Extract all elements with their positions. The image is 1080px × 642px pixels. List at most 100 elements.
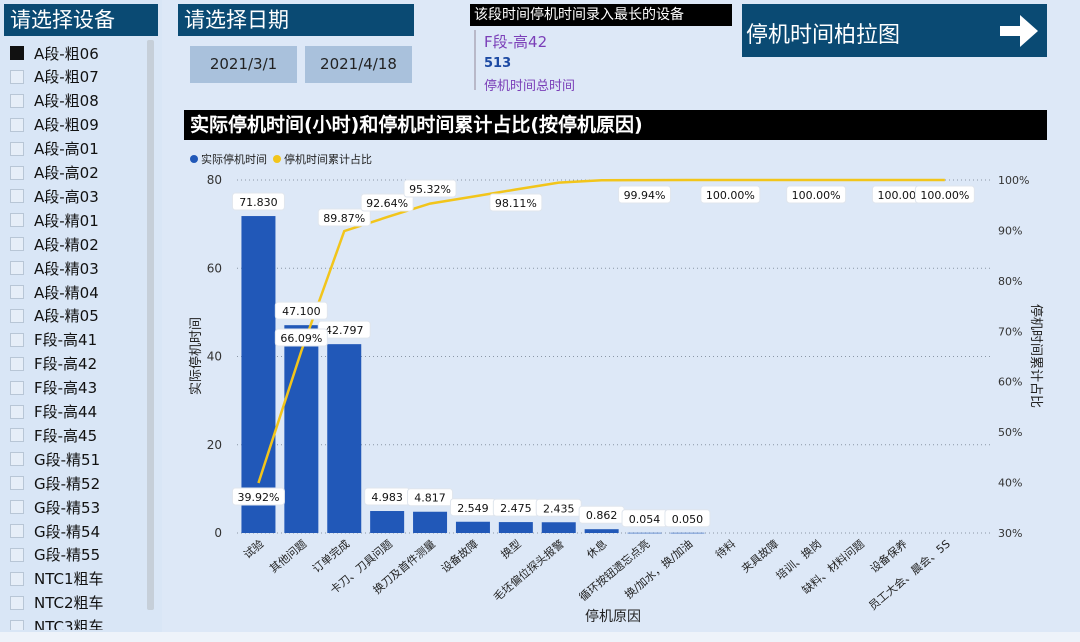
device-item[interactable]: F段-高43: [10, 377, 97, 399]
device-item[interactable]: A段-精01: [10, 209, 99, 231]
y-tick-label: 20: [207, 438, 222, 452]
line-label-box: [489, 193, 543, 212]
device-checkbox[interactable]: [10, 356, 24, 371]
device-item[interactable]: G段-精51: [10, 448, 100, 470]
device-item[interactable]: A段-粗06: [10, 42, 99, 64]
y-tick-label: 60: [207, 261, 222, 275]
device-checkbox[interactable]: [10, 524, 24, 538]
device-item[interactable]: A段-高02: [10, 162, 99, 184]
device-checkbox[interactable]: [10, 571, 24, 586]
device-checkbox[interactable]: [10, 213, 24, 228]
device-checkbox[interactable]: [10, 428, 24, 443]
bar-data-label: 2.475: [500, 502, 532, 515]
device-item-label: NTC3粗车: [34, 618, 104, 630]
legend-bar-swatch: [190, 155, 198, 163]
device-checkbox[interactable]: [10, 261, 24, 276]
y2-tick-label: 100%: [998, 174, 1029, 187]
device-item[interactable]: A段-精05: [10, 305, 99, 327]
line-data-label: 66.09%: [280, 332, 322, 345]
bar: [413, 511, 448, 533]
device-checkbox[interactable]: [10, 332, 24, 347]
device-checkbox[interactable]: [10, 141, 24, 156]
device-item-label: A段-精05: [34, 307, 99, 326]
device-item[interactable]: G段-精53: [10, 496, 100, 518]
bar-data-label: 2.435: [543, 502, 575, 515]
device-checkbox[interactable]: [10, 500, 24, 515]
device-item[interactable]: A段-精04: [10, 281, 99, 303]
x-tick-label: 试验: [241, 537, 267, 562]
device-item[interactable]: A段-精02: [10, 233, 99, 255]
device-slicer-title: 请选择设备: [4, 4, 158, 36]
device-item[interactable]: A段-粗08: [10, 90, 99, 112]
device-checkbox[interactable]: [10, 404, 24, 419]
line-label-box: [914, 185, 975, 204]
device-item[interactable]: F段-高41: [10, 329, 97, 351]
device-checkbox[interactable]: [10, 189, 24, 204]
device-item[interactable]: G段-精52: [10, 472, 100, 494]
device-item[interactable]: NTC1粗车: [10, 568, 104, 590]
device-item-label: NTC2粗车: [34, 594, 104, 613]
line-label-box: [317, 208, 371, 227]
y2-tick-label: 60%: [998, 376, 1022, 389]
date-slicer-title: 请选择日期: [178, 4, 414, 36]
x-tick-label: 设备故障: [438, 537, 481, 576]
line-data-label: 100.00%: [792, 189, 841, 202]
device-checkbox[interactable]: [10, 380, 24, 395]
device-item-label: G段-精51: [34, 450, 101, 469]
legend-bar-label: 实际停机时间: [201, 153, 267, 166]
line-label-box: [274, 328, 328, 347]
y2-axis-label: 停机时间累计占比: [1028, 304, 1044, 408]
pareto-chart-button[interactable]: 停机时间柏拉图: [742, 4, 1047, 57]
bar-data-label: 0.054: [629, 513, 661, 526]
device-item[interactable]: NTC2粗车: [10, 592, 104, 614]
device-list-scrollbar[interactable]: [147, 40, 154, 610]
device-checkbox[interactable]: [10, 547, 24, 562]
line-data-label: 100.00%: [877, 189, 926, 202]
bar: [498, 522, 533, 533]
device-item[interactable]: A段-高03: [10, 185, 99, 207]
device-item[interactable]: F段-高45: [10, 424, 97, 446]
device-item-label: A段-精04: [34, 283, 99, 302]
device-checkbox[interactable]: [10, 619, 24, 630]
device-item-label: A段-精03: [34, 259, 99, 278]
bar: [584, 529, 619, 533]
y2-tick-label: 70%: [998, 325, 1022, 338]
device-item[interactable]: G段-精55: [10, 544, 100, 566]
device-checkbox[interactable]: [10, 237, 24, 252]
device-checkbox[interactable]: [10, 285, 24, 299]
device-item[interactable]: NTC3粗车: [10, 616, 104, 630]
device-checkbox[interactable]: [10, 46, 24, 60]
device-item-label: NTC1粗车: [34, 570, 104, 589]
device-item[interactable]: A段-精03: [10, 257, 99, 279]
line-data-label: 95.32%: [409, 183, 451, 196]
device-checkbox[interactable]: [10, 308, 24, 323]
device-checkbox[interactable]: [10, 595, 24, 610]
bar-label-box: [407, 488, 454, 507]
device-checkbox[interactable]: [10, 117, 24, 132]
device-item[interactable]: A段-粗07: [10, 66, 99, 88]
device-item[interactable]: A段-粗09: [10, 114, 99, 136]
start-date-input[interactable]: 2021/3/1: [190, 46, 297, 83]
bar-data-label: 0.050: [672, 513, 704, 526]
legend-item-bar: 实际停机时间: [190, 151, 267, 167]
device-item[interactable]: F段-高42: [10, 353, 97, 375]
device-item[interactable]: G段-精54: [10, 520, 100, 542]
device-checkbox[interactable]: [10, 165, 24, 180]
device-item[interactable]: F段-高44: [10, 401, 97, 423]
bar: [627, 532, 662, 534]
device-item-label: F段-高41: [34, 331, 98, 350]
device-checkbox[interactable]: [10, 69, 24, 84]
device-item[interactable]: A段-高01: [10, 138, 99, 160]
end-date-input[interactable]: 2021/4/18: [305, 46, 412, 83]
line-label-box: [786, 185, 847, 204]
line-label-box: [231, 487, 285, 506]
device-checkbox[interactable]: [10, 452, 24, 467]
bar-data-label: 4.817: [414, 492, 446, 505]
line-data-label: 98.11%: [495, 197, 537, 210]
x-tick-label: 循环按钮遗忘点亮: [576, 537, 652, 604]
device-checkbox[interactable]: [10, 93, 24, 108]
device-item-label: A段-粗06: [34, 44, 99, 63]
bar-data-label: 2.549: [457, 502, 489, 515]
device-checkbox[interactable]: [10, 476, 24, 491]
